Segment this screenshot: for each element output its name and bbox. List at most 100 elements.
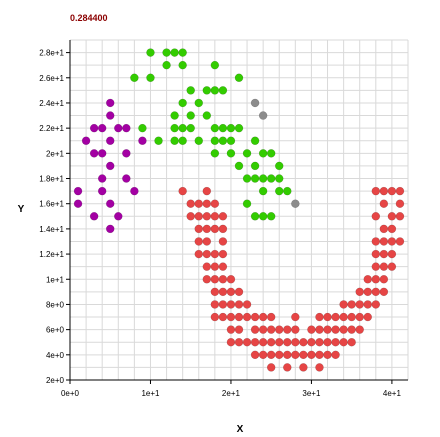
data-point: [331, 350, 340, 360]
data-point: [307, 337, 316, 347]
data-point: [234, 161, 244, 171]
data-point: [258, 186, 268, 196]
data-point: [258, 174, 268, 183]
data-point: [379, 186, 389, 196]
data-point: [226, 312, 236, 322]
data-point: [105, 224, 115, 234]
data-point: [371, 300, 381, 309]
data-point: [202, 237, 212, 246]
data-point: [266, 325, 276, 334]
data-point: [363, 300, 373, 309]
data-point: [266, 174, 276, 183]
data-point: [347, 312, 356, 322]
data-point: [210, 212, 220, 221]
data-point: [218, 312, 228, 322]
data-point: [371, 212, 381, 221]
data-point: [258, 325, 268, 334]
data-point: [379, 287, 389, 297]
tick-labels: 0e+0 1e+1 2e+1 3e+1 4e+1 2e+0 4e+0 6e+0 8e+0 1e+1…: [39, 49, 401, 398]
data-point: [122, 149, 131, 158]
data-point: [274, 174, 284, 183]
data-point: [347, 325, 356, 334]
data-point: [323, 337, 332, 347]
data-point: [299, 337, 308, 347]
data-point: [355, 300, 364, 309]
data-point: [210, 275, 220, 284]
data-point: [234, 73, 244, 83]
data-point: [234, 123, 244, 133]
data-point: [307, 350, 316, 360]
data-point: [202, 275, 212, 284]
y-tick-label: 2.6e+1: [39, 74, 64, 83]
data-point: [130, 186, 139, 196]
data-point: [226, 300, 236, 309]
data-point: [97, 186, 107, 196]
data-point: [202, 224, 212, 234]
data-point: [234, 312, 244, 322]
data-point: [315, 350, 324, 360]
data-point: [387, 186, 397, 196]
data-point: [323, 325, 332, 334]
x-tick-label: 1e+1: [141, 389, 160, 398]
y-tick-label: 8e+0: [46, 300, 65, 309]
data-point: [266, 337, 276, 347]
data-point: [226, 325, 236, 334]
data-point: [363, 312, 373, 322]
data-point: [194, 212, 204, 221]
x-tick-label: 0e+0: [61, 389, 80, 398]
y-tick-label: 4e+0: [46, 351, 65, 360]
data-point: [226, 123, 236, 133]
data-point: [226, 275, 236, 284]
data-point: [234, 325, 244, 334]
data-point: [258, 312, 268, 322]
data-point: [202, 249, 212, 259]
data-point: [315, 325, 324, 334]
data-point: [250, 325, 260, 334]
y-tick-label: 2.2e+1: [39, 124, 64, 133]
data-point: [146, 73, 155, 83]
data-point: [274, 325, 284, 334]
chart-title: 0.284400: [70, 13, 108, 23]
data-point: [202, 186, 212, 196]
data-point: [307, 325, 316, 334]
data-point: [105, 111, 115, 120]
data-point: [202, 262, 212, 271]
data-point: [258, 337, 268, 347]
data-point: [266, 363, 276, 372]
data-point: [170, 111, 179, 120]
data-point: [210, 300, 220, 309]
x-axis-title: X: [237, 424, 244, 435]
data-point: [339, 300, 348, 309]
data-point: [242, 337, 252, 347]
data-point: [315, 337, 324, 347]
data-point: [210, 249, 220, 259]
data-point: [226, 337, 236, 347]
data-point: [226, 287, 236, 297]
data-point: [331, 337, 340, 347]
data-point: [178, 98, 187, 108]
axes: [66, 40, 408, 384]
data-points: [73, 48, 405, 372]
data-point: [234, 337, 244, 347]
data-point: [339, 325, 348, 334]
y-tick-label: 2.4e+1: [39, 99, 64, 108]
data-point: [283, 350, 292, 360]
y-tick-label: 2.8e+1: [39, 49, 64, 58]
data-point: [202, 199, 212, 208]
data-point: [387, 212, 397, 221]
data-point: [202, 86, 212, 95]
data-point: [122, 123, 131, 133]
data-point: [105, 98, 115, 108]
data-point: [186, 212, 195, 221]
data-point: [218, 123, 228, 133]
y-tick-label: 1.8e+1: [39, 175, 64, 184]
data-point: [395, 199, 405, 208]
data-point: [186, 111, 195, 120]
data-point: [234, 287, 244, 297]
data-point: [178, 136, 187, 145]
data-point: [379, 249, 389, 259]
data-point: [379, 262, 389, 271]
data-point: [218, 300, 228, 309]
data-point: [218, 212, 228, 221]
data-point: [339, 312, 348, 322]
